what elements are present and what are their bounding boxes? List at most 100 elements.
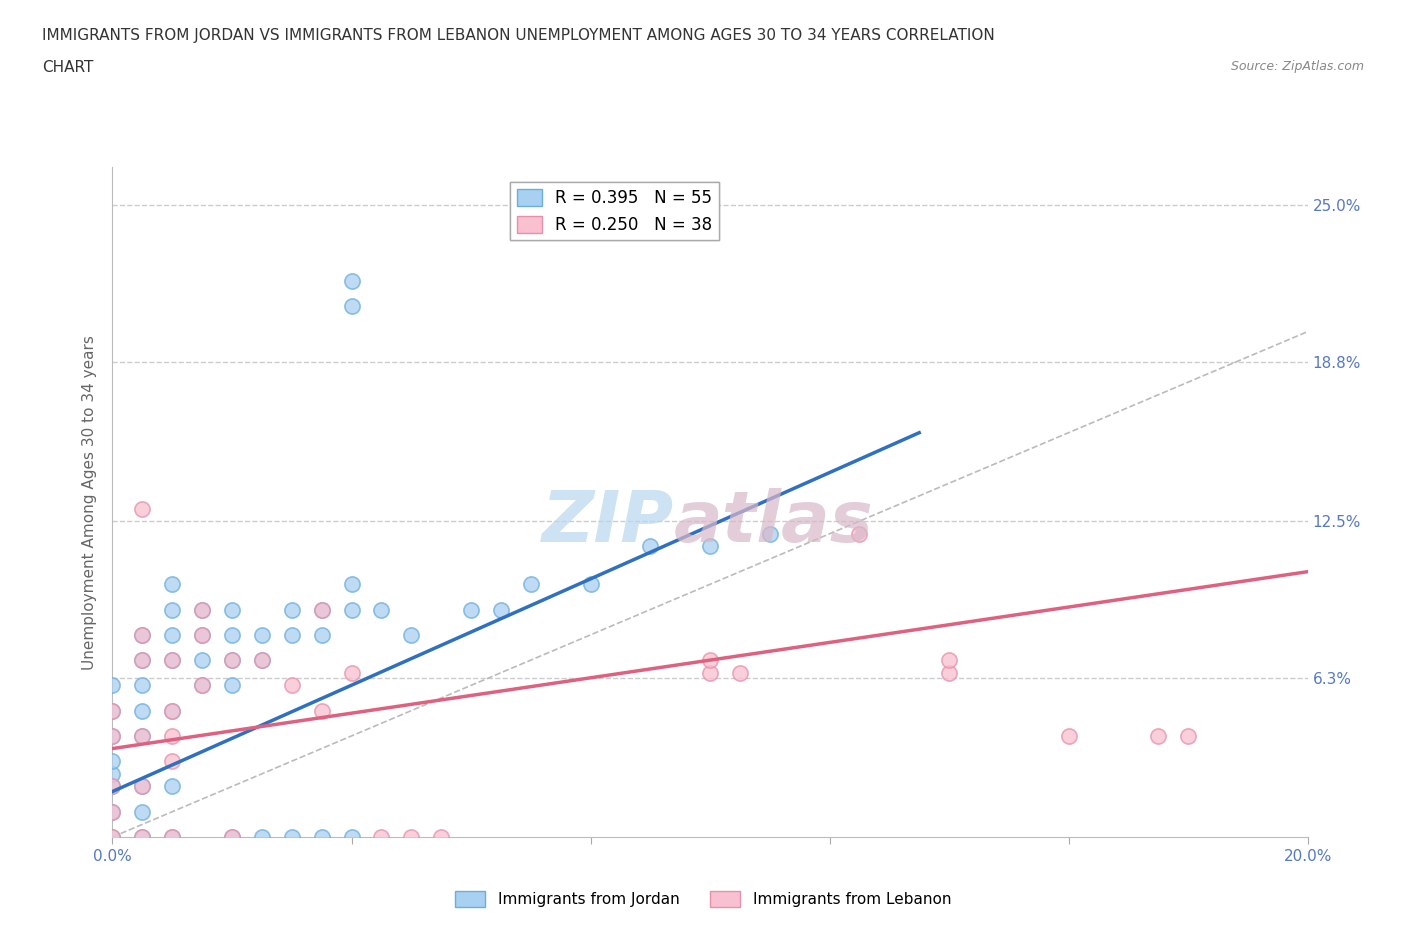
Point [311, 602, 333, 617]
Point [221, 830, 243, 844]
Point [221, 653, 243, 668]
Text: atlas: atlas [675, 488, 875, 557]
Point [221, 602, 243, 617]
Point [250, 653, 273, 668]
Point [162, 753, 183, 768]
Point [1057, 728, 1080, 743]
Point [250, 653, 273, 668]
Point [340, 830, 363, 844]
Point [311, 602, 333, 617]
Text: Source: ZipAtlas.com: Source: ZipAtlas.com [1230, 60, 1364, 73]
Point [101, 830, 124, 844]
Point [250, 628, 273, 643]
Point [311, 628, 333, 643]
Point [579, 577, 602, 591]
Legend: Immigrants from Jordan, Immigrants from Lebanon: Immigrants from Jordan, Immigrants from … [449, 884, 957, 913]
Point [430, 830, 453, 844]
Point [131, 678, 153, 693]
Point [1147, 728, 1170, 743]
Point [131, 628, 153, 643]
Y-axis label: Unemployment Among Ages 30 to 34 years: Unemployment Among Ages 30 to 34 years [82, 335, 97, 670]
Point [699, 653, 721, 668]
Point [340, 273, 363, 288]
Legend: R = 0.395   N = 55, R = 0.250   N = 38: R = 0.395 N = 55, R = 0.250 N = 38 [510, 182, 718, 241]
Point [340, 299, 363, 313]
Point [250, 830, 273, 844]
Point [191, 628, 214, 643]
Point [162, 703, 183, 718]
Point [401, 830, 423, 844]
Point [131, 628, 153, 643]
Point [311, 830, 333, 844]
Point [101, 804, 124, 819]
Point [221, 830, 243, 844]
Point [101, 766, 124, 781]
Point [460, 602, 482, 617]
Point [311, 703, 333, 718]
Point [281, 628, 304, 643]
Point [191, 602, 214, 617]
Point [101, 830, 124, 844]
Point [101, 804, 124, 819]
Point [131, 653, 153, 668]
Point [131, 830, 153, 844]
Point [221, 653, 243, 668]
Point [699, 665, 721, 680]
Point [162, 602, 183, 617]
Point [191, 678, 214, 693]
Point [101, 703, 124, 718]
Point [101, 728, 124, 743]
Point [162, 653, 183, 668]
Point [401, 628, 423, 643]
Point [699, 539, 721, 554]
Point [191, 678, 214, 693]
Point [101, 703, 124, 718]
Point [101, 753, 124, 768]
Point [162, 628, 183, 643]
Point [162, 577, 183, 591]
Point [131, 501, 153, 516]
Point [281, 602, 304, 617]
Point [162, 703, 183, 718]
Point [162, 728, 183, 743]
Point [131, 728, 153, 743]
Text: CHART: CHART [42, 60, 94, 75]
Point [131, 804, 153, 819]
Point [938, 665, 960, 680]
Point [162, 830, 183, 844]
Point [162, 779, 183, 794]
Point [221, 628, 243, 643]
Text: ZIP: ZIP [541, 488, 675, 557]
Point [340, 577, 363, 591]
Point [281, 678, 304, 693]
Point [759, 526, 782, 541]
Text: IMMIGRANTS FROM JORDAN VS IMMIGRANTS FROM LEBANON UNEMPLOYMENT AMONG AGES 30 TO : IMMIGRANTS FROM JORDAN VS IMMIGRANTS FRO… [42, 28, 995, 43]
Point [101, 779, 124, 794]
Point [938, 653, 960, 668]
Point [162, 653, 183, 668]
Point [1177, 728, 1199, 743]
Point [221, 678, 243, 693]
Point [191, 628, 214, 643]
Point [131, 653, 153, 668]
Point [520, 577, 543, 591]
Point [101, 728, 124, 743]
Point [281, 830, 304, 844]
Point [489, 602, 512, 617]
Point [101, 779, 124, 794]
Point [131, 703, 153, 718]
Point [340, 602, 363, 617]
Point [131, 779, 153, 794]
Point [848, 526, 870, 541]
Point [191, 653, 214, 668]
Point [728, 665, 751, 680]
Point [131, 728, 153, 743]
Point [370, 602, 392, 617]
Point [101, 678, 124, 693]
Point [370, 830, 392, 844]
Point [131, 830, 153, 844]
Point [131, 779, 153, 794]
Point [638, 539, 662, 554]
Point [191, 602, 214, 617]
Point [340, 665, 363, 680]
